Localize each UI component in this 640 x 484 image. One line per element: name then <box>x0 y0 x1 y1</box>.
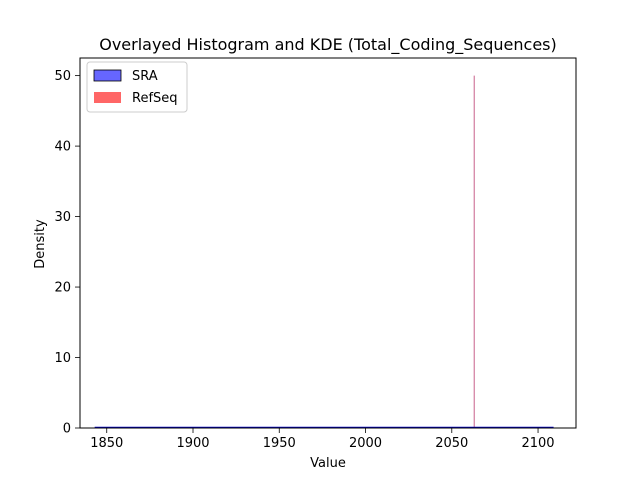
x-tick-label: 2000 <box>349 436 382 451</box>
legend-label-sra: SRA <box>132 69 158 84</box>
legend: SRA RefSeq <box>86 61 188 113</box>
y-axis-label: Density <box>33 219 48 269</box>
y-tick-label: 20 <box>54 281 71 296</box>
legend-label-refseq: RefSeq <box>132 91 178 106</box>
x-tick-label: 1850 <box>90 436 123 451</box>
y-tick-label: 30 <box>54 210 71 225</box>
y-tick-label: 0 <box>63 422 71 437</box>
y-axis-ticks: 0 10 20 30 40 50 <box>54 69 80 437</box>
y-tick-label: 50 <box>54 69 71 84</box>
y-tick-label: 40 <box>54 140 71 155</box>
legend-swatch-refseq <box>94 92 121 103</box>
x-axis-ticks: 1850 1900 1950 2000 2050 2100 <box>90 428 555 451</box>
y-tick-label: 10 <box>54 351 71 366</box>
x-axis-label: Value <box>310 456 346 471</box>
chart-title: Overlayed Histogram and KDE (Total_Codin… <box>99 35 557 55</box>
x-tick-label: 2050 <box>435 436 468 451</box>
x-tick-label: 1950 <box>263 436 296 451</box>
plot-area <box>94 75 554 429</box>
legend-swatch-sra <box>93 69 122 82</box>
x-tick-label: 1900 <box>176 436 209 451</box>
x-tick-label: 2100 <box>521 436 554 451</box>
axes-frame <box>79 57 577 429</box>
